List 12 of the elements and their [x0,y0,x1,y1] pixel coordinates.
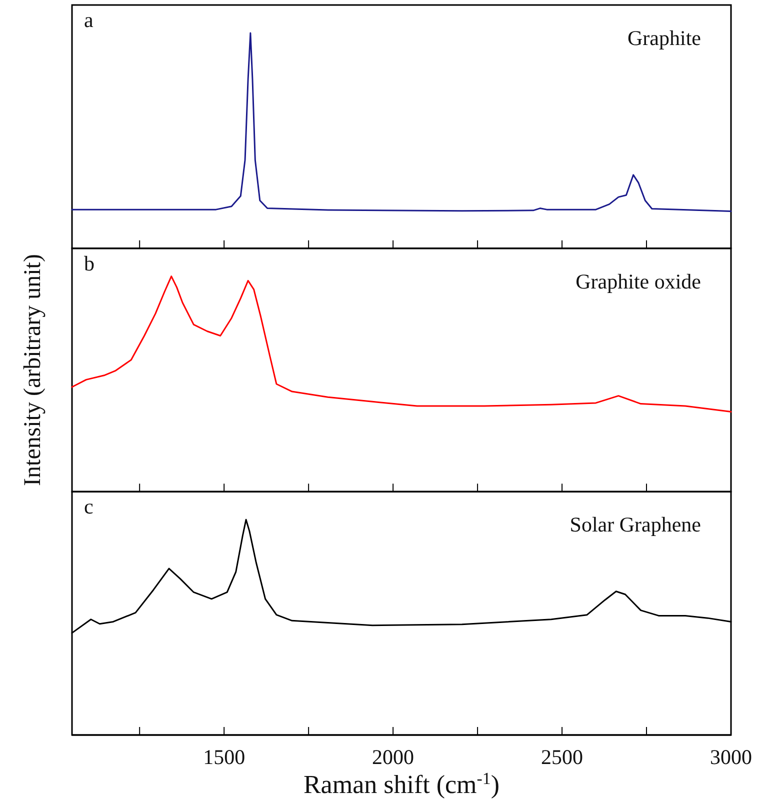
text: Graphite oxide [576,269,701,294]
chart-title: c [84,494,94,519]
chart-title: b [84,251,94,276]
chart-title: a [84,8,94,32]
x-tick-label: 2500 [541,744,584,769]
y-axis-title: Intensity (arbitrary unit) [20,254,46,486]
text: Solar Graphene [570,512,701,537]
x-axis-title: Raman shift (cm$^{-1}$) [303,768,500,799]
text: Graphite [628,26,701,50]
x-tick-label: 2000 [372,744,414,769]
x-tick-label: 3000 [710,744,752,769]
x-tick-label: 1500 [203,744,246,769]
